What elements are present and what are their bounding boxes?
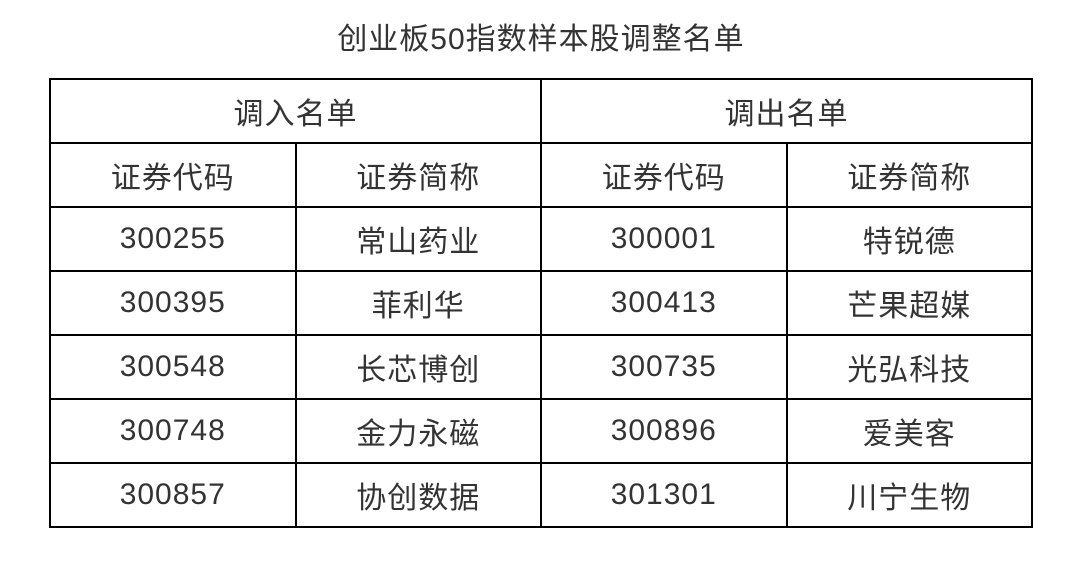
group-header-row: 调入名单 调出名单 — [49, 78, 1033, 144]
cell-in-code: 300255 — [49, 206, 297, 272]
cell-in-code: 300748 — [49, 398, 297, 464]
col-header-out-name: 证券简称 — [785, 142, 1033, 208]
table-row: 300857 协创数据 301301 川宁生物 — [49, 462, 1033, 528]
cell-out-code: 300413 — [540, 270, 788, 336]
page-title: 创业板50指数样本股调整名单 — [337, 23, 745, 56]
cell-in-code: 300857 — [49, 462, 297, 528]
table-row: 300548 长芯博创 300735 光弘科技 — [49, 334, 1033, 400]
cell-out-name: 芒果超媒 — [785, 270, 1033, 336]
cell-in-code: 300548 — [49, 334, 297, 400]
cell-out-code: 300735 — [540, 334, 788, 400]
cell-out-name: 光弘科技 — [785, 334, 1033, 400]
cell-in-name: 菲利华 — [294, 270, 542, 336]
table-area: 调入名单 调出名单 证券代码 证券简称 证券代码 证券简称 300255 常山药… — [49, 78, 1033, 528]
table-row: 300255 常山药业 300001 特锐德 — [49, 206, 1033, 272]
col-header-in-name: 证券简称 — [294, 142, 542, 208]
cell-out-name: 爱美客 — [785, 398, 1033, 464]
col-header-out-code: 证券代码 — [540, 142, 788, 208]
cell-out-name: 特锐德 — [785, 206, 1033, 272]
cell-out-code: 300001 — [540, 206, 788, 272]
cell-in-name: 常山药业 — [294, 206, 542, 272]
group-header-in: 调入名单 — [49, 78, 542, 144]
cell-in-name: 协创数据 — [294, 462, 542, 528]
adjustment-table: 调入名单 调出名单 证券代码 证券简称 证券代码 证券简称 300255 常山药… — [49, 78, 1033, 528]
cell-out-code: 301301 — [540, 462, 788, 528]
cell-in-code: 300395 — [49, 270, 297, 336]
title-area: 创业板50指数样本股调整名单 — [49, 0, 1033, 78]
cell-out-code: 300896 — [540, 398, 788, 464]
table-row: 300748 金力永磁 300896 爱美客 — [49, 398, 1033, 464]
table-row: 300395 菲利华 300413 芒果超媒 — [49, 270, 1033, 336]
column-header-row: 证券代码 证券简称 证券代码 证券简称 — [49, 142, 1033, 208]
col-header-in-code: 证券代码 — [49, 142, 297, 208]
cell-in-name: 金力永磁 — [294, 398, 542, 464]
group-header-out: 调出名单 — [540, 78, 1033, 144]
cell-out-name: 川宁生物 — [785, 462, 1033, 528]
cell-in-name: 长芯博创 — [294, 334, 542, 400]
